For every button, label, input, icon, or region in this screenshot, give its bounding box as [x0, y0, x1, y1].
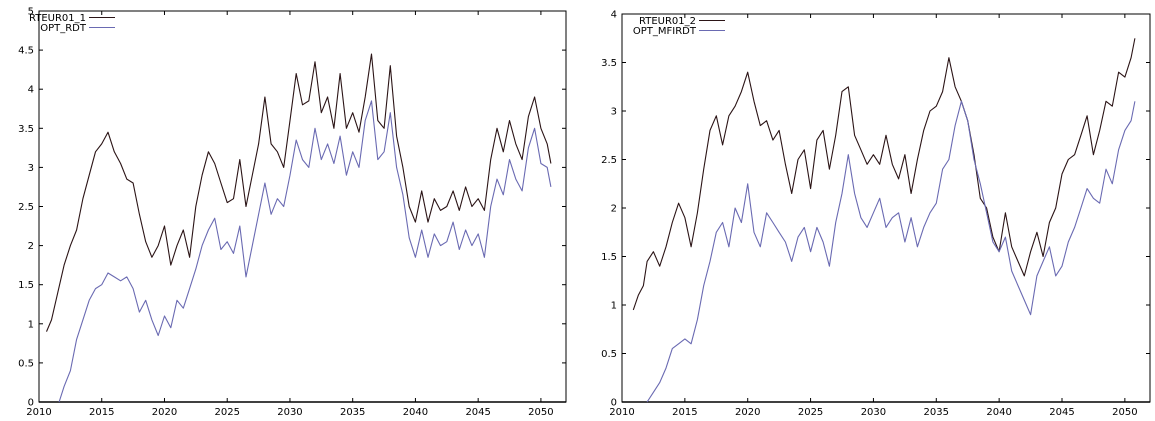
y-tick-label: 0.5: [18, 358, 34, 369]
series-line-rteur01-1: [45, 53, 552, 332]
y-tick-label: 3.5: [18, 124, 34, 135]
x-tick-label: 2040: [403, 407, 428, 418]
series-line-opt-mfirdt: [646, 100, 1136, 403]
legend-label: RTEUR01_2: [639, 16, 696, 27]
x-tick-label: 2045: [1049, 407, 1074, 418]
y-tick-label: 1.5: [601, 252, 617, 263]
y-tick-label: 1: [611, 301, 617, 312]
y-tick-label: 1: [28, 319, 34, 330]
y-tick-label: 4: [611, 10, 617, 21]
y-tick-label: 2: [28, 241, 34, 252]
x-tick-label: 2050: [1112, 407, 1137, 418]
x-tick-label: 2050: [528, 407, 553, 418]
x-tick-label: 2020: [735, 407, 760, 418]
y-tick-label: 3: [611, 107, 617, 118]
y-tick-label: 2: [611, 204, 617, 215]
x-tick-label: 2045: [465, 407, 490, 418]
plot-frame: [621, 13, 1151, 403]
x-tick-label: 2035: [924, 407, 949, 418]
x-tick-label: 2025: [798, 407, 823, 418]
x-tick-label: 2040: [986, 407, 1011, 418]
x-tick-label: 2020: [152, 407, 177, 418]
y-tick-label: 3: [28, 163, 34, 174]
plot-frame: [38, 10, 567, 403]
chart-right: 0 0.5 1 1.5 2 2.5 3 3.5 4 2010 2015 2020 2025 2030 203…: [601, 10, 1151, 418]
y-tick-label: 5: [28, 7, 34, 18]
y-tick-label: 2.5: [601, 155, 617, 166]
y-tick-label: 2.5: [18, 202, 34, 213]
chart-left: 0 0.5 1 1.5 2 2.5 3 3.5 4 4.5 5 2010 2015 2020 2025 203…: [18, 7, 567, 418]
x-tick-label: 2010: [26, 407, 51, 418]
y-tick-label: 3.5: [601, 58, 617, 69]
y-tick-label: 1.5: [18, 280, 34, 291]
y-tick-label: 0: [611, 398, 617, 409]
y-tick-label: 4.5: [18, 46, 34, 57]
x-tick-label: 2035: [340, 407, 365, 418]
x-tick-label: 2015: [672, 407, 697, 418]
x-tick-label: 2015: [89, 407, 114, 418]
legend-label: OPT_RDT: [40, 23, 87, 34]
y-tick-label: 4: [28, 85, 34, 96]
series-line-opt-rdt: [58, 100, 552, 403]
series-line-rteur01-2: [632, 38, 1136, 311]
x-tick-label: 2030: [277, 407, 302, 418]
legend-label: RTEUR01_1: [29, 13, 86, 24]
legend-label: OPT_MFIRDT: [633, 26, 697, 37]
y-tick-label: 0: [28, 398, 34, 409]
x-tick-label: 2010: [609, 407, 634, 418]
y-tick-label: 0.5: [601, 349, 617, 360]
x-tick-label: 2030: [861, 407, 886, 418]
x-tick-label: 2025: [214, 407, 239, 418]
